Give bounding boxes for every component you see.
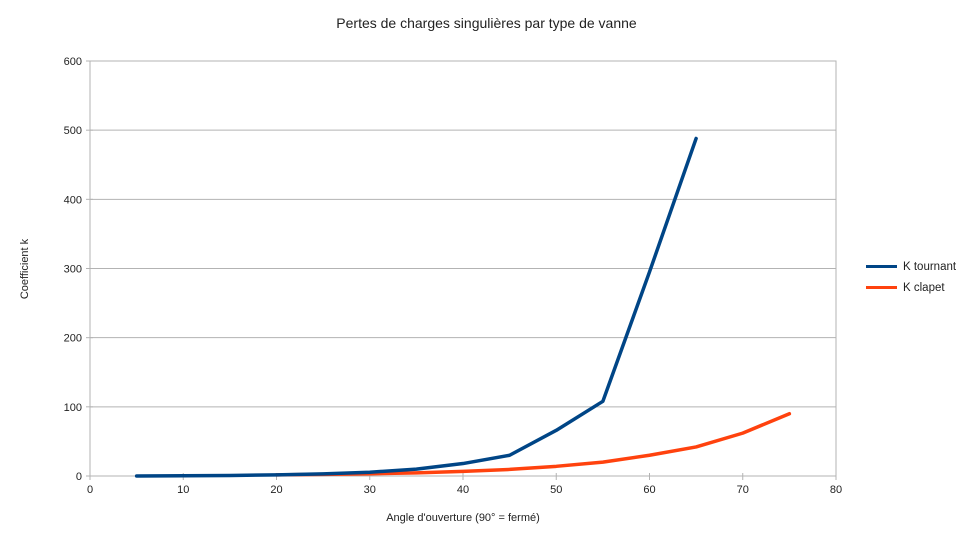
legend-item-k-tournant: K tournant: [866, 256, 956, 277]
legend-item-k-clapet: K clapet: [866, 277, 956, 298]
x-tick-label: 50: [550, 484, 562, 496]
y-tick-label: 300: [64, 264, 82, 276]
chart-title: Pertes de charges singulières par type d…: [336, 15, 637, 31]
x-tick-label: 80: [830, 484, 842, 496]
y-tick-label: 0: [76, 471, 82, 483]
x-tick-label: 10: [177, 484, 189, 496]
x-tick-label: 20: [270, 484, 282, 496]
x-tick-label: 0: [87, 484, 93, 496]
legend-label: K tournant: [903, 260, 957, 273]
x-tick-label: 70: [737, 484, 749, 496]
series-line-k-tournant: [134, 136, 698, 478]
legend-swatch-line-k-clapet: [866, 286, 897, 289]
y-axis-title: Coefficient k: [19, 238, 31, 300]
legend-label: K clapet: [903, 281, 945, 294]
x-tick-label: 30: [364, 484, 376, 496]
x-tick-label: 60: [643, 484, 655, 496]
y-tick-label: 100: [64, 402, 82, 414]
legend: K tournant K clapet: [866, 256, 956, 298]
y-tick-label: 400: [64, 194, 82, 206]
y-tick-label: 600: [64, 56, 82, 68]
x-axis-title: Angle d'ouverture (90° = fermé): [386, 512, 540, 524]
x-tick-label: 40: [457, 484, 469, 496]
y-tick-label: 500: [64, 125, 82, 137]
legend-swatch-line-k-tournant: [866, 265, 897, 268]
y-tick-label: 200: [64, 333, 82, 345]
